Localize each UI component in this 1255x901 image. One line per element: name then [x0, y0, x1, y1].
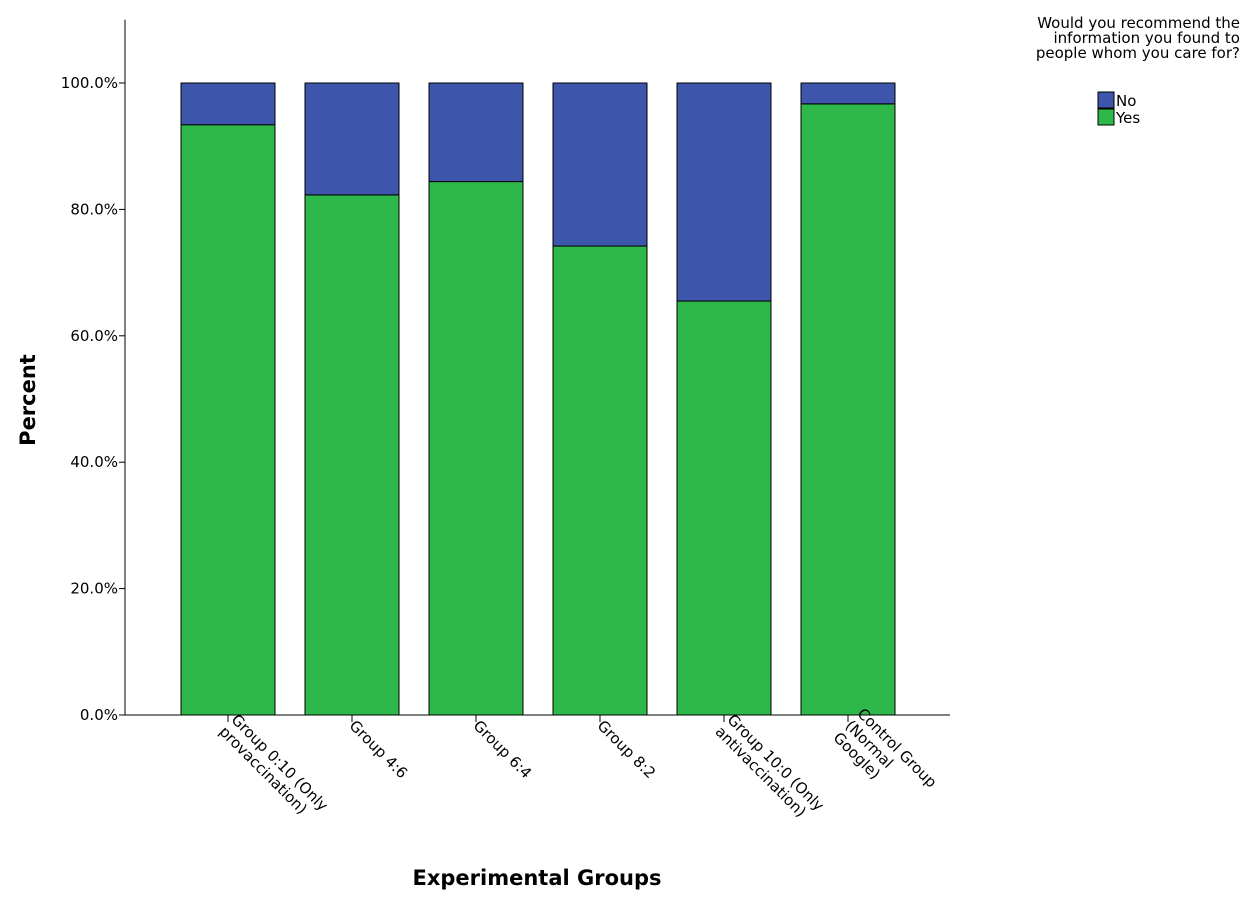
- y-tick-label: 60.0%: [70, 327, 118, 345]
- x-tick-label-3: Group 8:2: [594, 717, 659, 782]
- bars-group: [180, 82, 896, 716]
- x-tick-label-line: Group 6:4: [470, 717, 535, 782]
- legend-swatch-no: [1097, 91, 1115, 109]
- bar-yes-1: [304, 194, 400, 716]
- x-tick-label-1: Group 4:6: [346, 717, 411, 782]
- bar-yes-2: [428, 181, 524, 716]
- x-tick-label-line: Group 4:6: [346, 717, 411, 782]
- y-tick-label: 20.0%: [70, 580, 118, 598]
- x-axis-title: Experimental Groups: [412, 866, 661, 890]
- legend-label-yes: Yes: [1115, 109, 1140, 127]
- axes-group: [124, 19, 950, 716]
- bar-no-2: [428, 82, 524, 183]
- y-tick-label: 100.0%: [61, 74, 118, 92]
- legend-title-line: people whom you care for?: [1036, 44, 1240, 62]
- y-tick-label: 80.0%: [70, 200, 118, 218]
- legend-title-line: Would you recommend the: [1037, 14, 1240, 32]
- y-tick-label: 40.0%: [70, 453, 118, 471]
- x-tick-label-2: Group 6:4: [470, 717, 535, 782]
- y-tick-label: 0.0%: [80, 706, 118, 724]
- bar-no-1: [304, 82, 400, 196]
- bar-yes-0: [180, 124, 276, 716]
- legend-swatch-yes: [1097, 108, 1115, 126]
- bar-yes-5: [800, 103, 896, 716]
- legend-title-line: information you found to: [1054, 29, 1241, 47]
- y-ticks-group: 0.0% 20.0% 40.0% 60.0% 80.0% 100.0%: [61, 74, 125, 724]
- x-tick-label-line: Group 8:2: [594, 717, 659, 782]
- bar-no-3: [552, 82, 648, 247]
- bar-no-4: [676, 82, 772, 302]
- bar-no-0: [180, 82, 276, 126]
- bar-yes-3: [552, 245, 648, 716]
- bar-no-5: [800, 82, 896, 105]
- bar-yes-4: [676, 300, 772, 716]
- y-axis-title: Percent: [16, 354, 40, 446]
- legend-label-no: No: [1116, 92, 1136, 110]
